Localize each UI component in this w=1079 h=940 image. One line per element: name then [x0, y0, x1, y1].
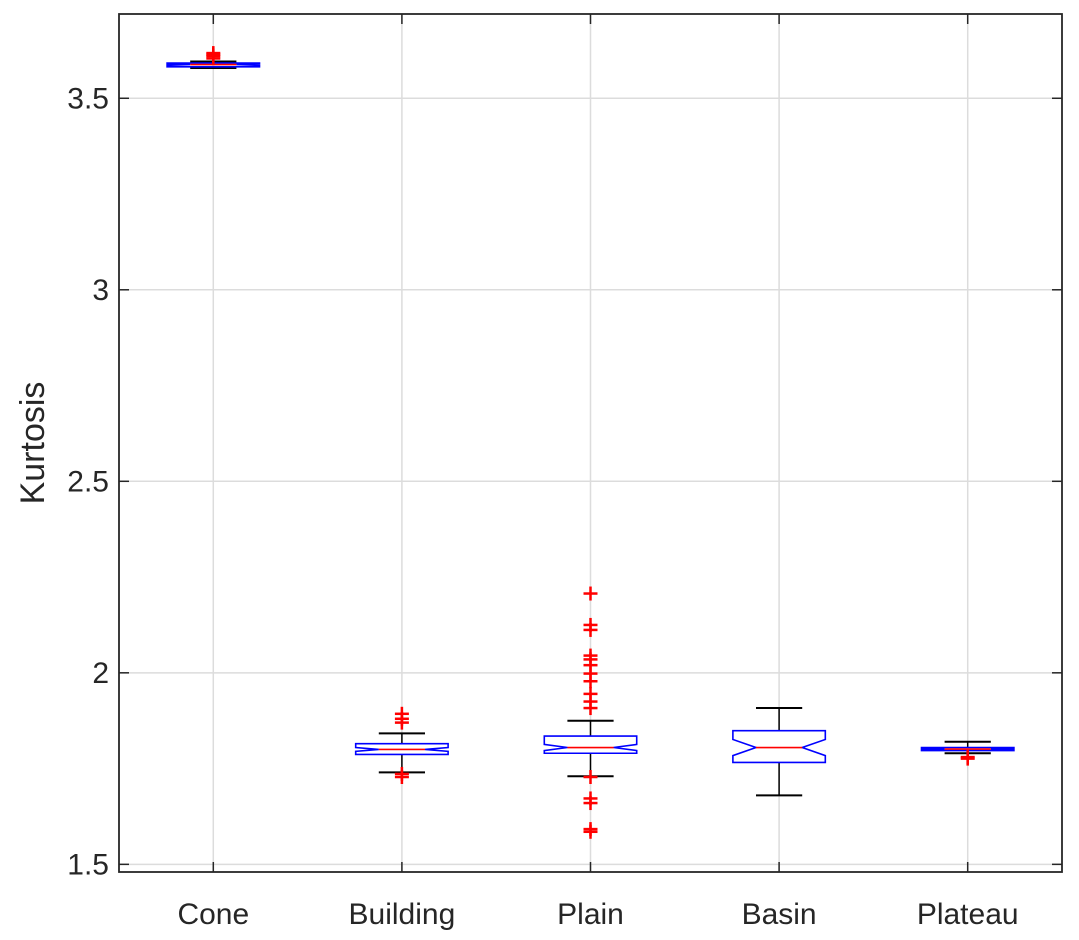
outlier-marker-plain: [583, 770, 598, 785]
boxes-layer: [166, 46, 1015, 839]
y-tick-label: 3.5: [67, 82, 109, 115]
y-axis-label: Kurtosis: [14, 382, 52, 505]
x-tick-label-plain: Plain: [557, 898, 624, 931]
y-tick-label: 1.5: [67, 848, 109, 881]
outlier-marker-plain: [583, 586, 598, 601]
outlier-marker-plateau: [960, 750, 975, 765]
box-group-basin: [732, 707, 827, 797]
box-group-cone: [166, 46, 261, 70]
x-tick-label-building: Building: [349, 898, 456, 931]
box-group-building: [354, 706, 449, 785]
box-basin: [732, 729, 827, 764]
axes-layer: [118, 13, 1063, 873]
y-tick-label: 3: [92, 274, 109, 307]
outlier-marker-plain: [583, 791, 598, 806]
x-tick-label-plateau: Plateau: [917, 898, 1019, 931]
y-tick-label: 2.5: [67, 465, 109, 498]
box-group-plateau: [920, 740, 1015, 766]
outlier-marker-plain: [583, 686, 598, 701]
box-plain: [543, 735, 638, 755]
outlier-marker-plain: [583, 648, 598, 663]
box-group-plain: [543, 586, 638, 839]
outlier-marker-building: [394, 766, 409, 781]
outlier-marker-plain: [583, 617, 598, 632]
plot-frame: [118, 13, 1063, 873]
grid-layer: [119, 14, 1062, 872]
outlier-marker-cone: [206, 46, 221, 61]
outlier-marker-plain: [583, 822, 598, 837]
x-tick-label-basin: Basin: [742, 898, 817, 931]
labels-layer: 1.5 2 2.5 3 3.5 Cone Building Plain Basin Plateau: [67, 82, 1018, 931]
x-tick-label-cone: Cone: [177, 898, 249, 931]
y-tick-label: 2: [92, 657, 109, 690]
outlier-marker-building: [394, 706, 409, 721]
